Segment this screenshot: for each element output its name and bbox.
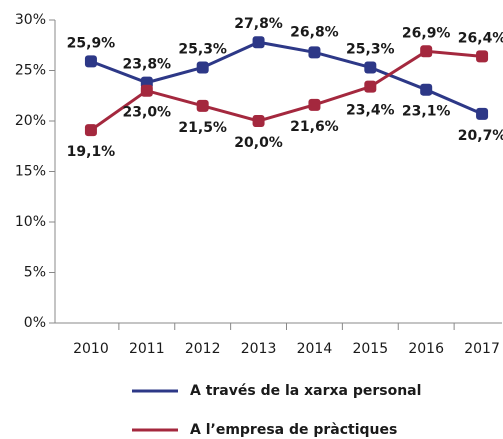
x-tick-label: 2010 <box>73 341 109 357</box>
x-tick-label: 2014 <box>297 341 333 357</box>
series-line <box>90 49 483 132</box>
data-label: 21,5% <box>178 120 227 136</box>
point <box>196 99 209 112</box>
point <box>252 115 265 127</box>
point <box>308 98 321 111</box>
y-tick-label: 0% <box>24 315 46 331</box>
y-tick-label: 10% <box>15 214 46 230</box>
y-tick-label: 15% <box>15 164 46 180</box>
point <box>420 45 433 58</box>
point <box>476 107 489 120</box>
data-label: 25,3% <box>178 41 227 57</box>
point <box>84 124 97 137</box>
data-label: 25,9% <box>67 35 116 51</box>
series-line <box>90 40 483 116</box>
y-tick-label: 30% <box>15 12 46 28</box>
point <box>308 46 321 59</box>
x-tick-label: 2013 <box>241 341 277 357</box>
data-label: 20,0% <box>234 135 283 151</box>
data-label: 26,8% <box>290 24 339 40</box>
data-label: 27,8% <box>234 16 283 32</box>
data-label: 19,1% <box>67 144 116 160</box>
data-label: 20,7% <box>458 128 503 144</box>
y-tick-label: 20% <box>15 113 46 129</box>
x-tick-label: 2016 <box>408 341 444 357</box>
data-label: 23,4% <box>346 103 395 119</box>
x-tick-label: 2012 <box>185 341 221 357</box>
point <box>476 50 489 63</box>
data-label: 23,1% <box>402 104 451 120</box>
data-label: 23,8% <box>123 57 172 73</box>
point <box>252 36 265 49</box>
point <box>420 83 433 96</box>
point <box>364 61 377 74</box>
point <box>84 55 97 68</box>
data-label: 25,3% <box>346 41 395 57</box>
legend-label: A través de la xarxa personal <box>190 383 421 399</box>
legend-label: A l’empresa de pràctiques <box>190 422 397 438</box>
y-tick-label: 5% <box>24 265 46 281</box>
x-tick-label: 2011 <box>129 341 165 357</box>
point <box>196 61 209 74</box>
data-label: 26,9% <box>402 25 451 41</box>
data-label: 21,6% <box>290 119 339 135</box>
data-label: 26,4% <box>458 30 503 46</box>
point <box>140 84 153 97</box>
x-tick-label: 2017 <box>464 341 500 357</box>
y-tick-label: 25% <box>15 63 46 79</box>
x-tick-label: 2015 <box>352 341 388 357</box>
point <box>364 80 377 93</box>
data-label: 23,0% <box>123 105 172 121</box>
